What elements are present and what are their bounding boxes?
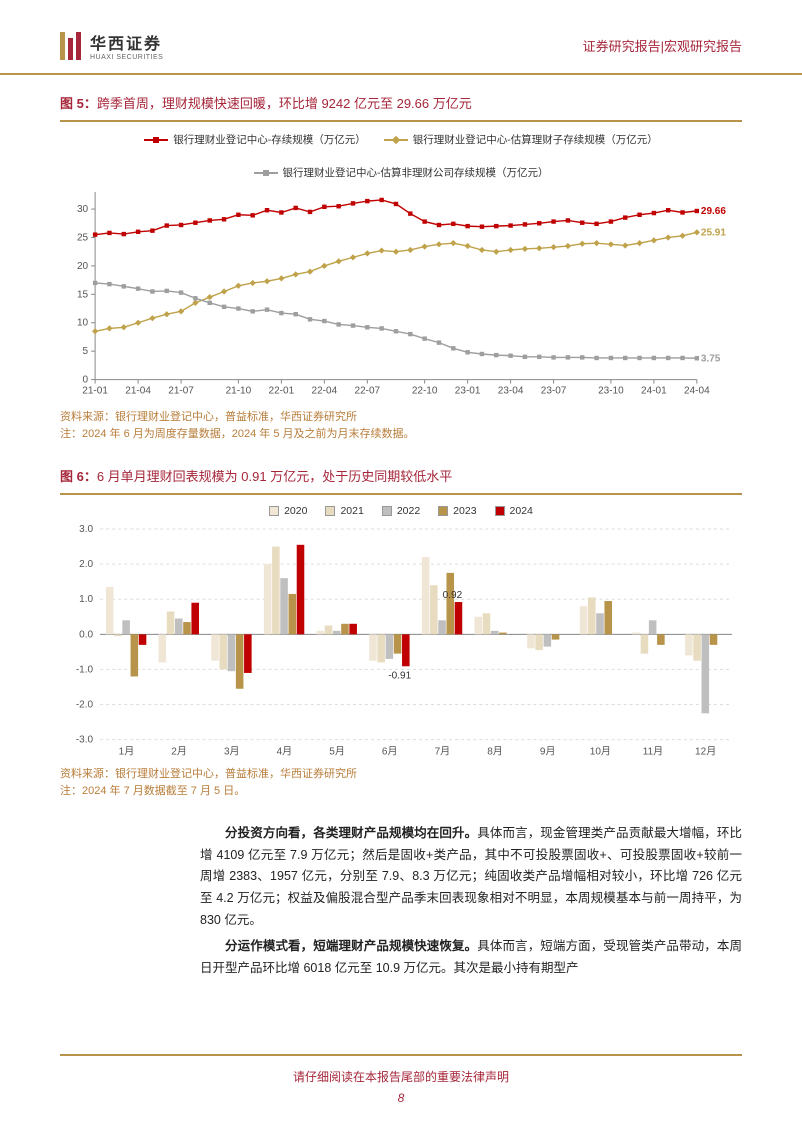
chart5-title: 图 5：跨季首周，理财规模快速回暖，环比增 9242 亿元至 29.66 万亿元 <box>60 93 742 112</box>
svg-text:20: 20 <box>77 261 89 272</box>
svg-text:3.75: 3.75 <box>701 353 721 364</box>
svg-text:25.91: 25.91 <box>701 227 726 238</box>
svg-text:23-07: 23-07 <box>541 386 567 397</box>
svg-text:2月: 2月 <box>171 746 187 758</box>
svg-text:-1.0: -1.0 <box>76 664 94 675</box>
svg-text:0: 0 <box>83 375 89 386</box>
svg-text:2.0: 2.0 <box>79 559 93 570</box>
svg-text:-0.91: -0.91 <box>388 670 411 681</box>
legend-item: 银行理财业登记中心-估算非理财公司存续规模（万亿元） <box>254 165 549 180</box>
svg-text:23-10: 23-10 <box>598 386 624 397</box>
svg-text:7月: 7月 <box>435 746 451 758</box>
chart6-container: 2020 2021 2022 2023 2024 -3.0 -2.0 -1.0 0.0 1.0 2… <box>60 493 742 762</box>
svg-text:29.66: 29.66 <box>701 206 726 217</box>
paragraph-2: 分运作模式看，短端理财产品规模快速恢复。具体而言，短端方面，受现管类产品带动，本… <box>60 936 742 980</box>
svg-text:21-10: 21-10 <box>226 386 252 397</box>
legend-item: 2023 <box>438 505 476 517</box>
svg-text:24-04: 24-04 <box>684 386 710 397</box>
chart5-svg: 0 5 10 15 20 25 30 21-01 21-04 21-07 21-10 22-01 22-… <box>60 184 742 405</box>
page-header: 华西证券 HUAXI SECURITIES 证券研究报告|宏观研究报告 <box>0 0 802 75</box>
logo-icon <box>60 32 82 60</box>
legend-item: 银行理财业登记中心-存续规模（万亿元） <box>144 132 366 147</box>
paragraph-1: 分投资方向看，各类理财产品规模均在回升。具体而言，现金管理类产品贡献最大增幅，环… <box>60 823 742 932</box>
svg-text:23-04: 23-04 <box>498 386 524 397</box>
chart6-title: 图 6：6 月单月理财回表规模为 0.91 万亿元，处于历史同期较低水平 <box>60 466 742 485</box>
svg-text:10: 10 <box>77 318 89 329</box>
svg-text:22-10: 22-10 <box>412 386 438 397</box>
svg-text:-2.0: -2.0 <box>76 699 94 710</box>
svg-text:10月: 10月 <box>590 746 611 758</box>
header-classification: 证券研究报告|宏观研究报告 <box>583 36 742 55</box>
svg-text:6月: 6月 <box>382 746 398 758</box>
legend-item: 2022 <box>382 505 420 517</box>
svg-text:5月: 5月 <box>329 746 345 758</box>
svg-text:21-04: 21-04 <box>125 386 151 397</box>
footer-disclaimer: 请仔细阅读在本报告尾部的重要法律声明 <box>0 1068 802 1085</box>
svg-text:1.0: 1.0 <box>79 594 93 605</box>
logo-name-cn: 华西证券 <box>90 30 163 54</box>
svg-text:25: 25 <box>77 232 89 243</box>
company-logo: 华西证券 HUAXI SECURITIES <box>60 30 163 61</box>
svg-text:11月: 11月 <box>643 746 663 758</box>
svg-text:21-07: 21-07 <box>168 386 194 397</box>
page-footer: 请仔细阅读在本报告尾部的重要法律声明 8 <box>0 1054 802 1105</box>
chart6-svg: -3.0 -2.0 -1.0 0.0 1.0 2.0 3.0 1月 2月 3月 4月 5月 6月 7月 8月… <box>60 521 742 762</box>
svg-text:1月: 1月 <box>119 746 135 758</box>
svg-text:3.0: 3.0 <box>79 524 93 535</box>
svg-text:9月: 9月 <box>540 746 556 758</box>
chart5-legend: 银行理财业登记中心-存续规模（万亿元） 银行理财业登记中心-估算理财子存续规模（万… <box>60 128 742 184</box>
svg-text:5: 5 <box>83 346 89 357</box>
svg-text:22-07: 22-07 <box>355 386 381 397</box>
chart5-container: 银行理财业登记中心-存续规模（万亿元） 银行理财业登记中心-估算理财子存续规模（万… <box>60 120 742 405</box>
svg-text:23-01: 23-01 <box>455 386 481 397</box>
legend-item: 2024 <box>495 505 533 517</box>
legend-item: 2020 <box>269 505 307 517</box>
svg-text:8月: 8月 <box>487 746 503 758</box>
svg-text:21-01: 21-01 <box>82 386 108 397</box>
svg-text:22-04: 22-04 <box>312 386 338 397</box>
svg-text:12月: 12月 <box>695 746 716 758</box>
page-number: 8 <box>0 1091 802 1105</box>
svg-text:0.0: 0.0 <box>79 629 93 640</box>
chart5-source: 资料来源：银行理财业登记中心，普益标准，华西证券研究所 注：2024 年 6 月… <box>60 409 742 444</box>
svg-text:3月: 3月 <box>224 746 240 758</box>
svg-text:-3.0: -3.0 <box>76 734 94 745</box>
svg-text:24-01: 24-01 <box>641 386 667 397</box>
legend-item: 2021 <box>325 505 363 517</box>
legend-item: 银行理财业登记中心-估算理财子存续规模（万亿元） <box>384 132 658 147</box>
svg-text:30: 30 <box>77 204 89 215</box>
chart6-legend: 2020 2021 2022 2023 2024 <box>60 501 742 521</box>
svg-text:0.92: 0.92 <box>443 590 463 601</box>
svg-text:15: 15 <box>77 289 89 300</box>
chart6-source: 资料来源：银行理财业登记中心，普益标准，华西证券研究所 注：2024 年 7 月… <box>60 766 742 801</box>
svg-text:4月: 4月 <box>277 746 293 758</box>
svg-text:22-01: 22-01 <box>269 386 295 397</box>
logo-name-en: HUAXI SECURITIES <box>90 54 163 61</box>
